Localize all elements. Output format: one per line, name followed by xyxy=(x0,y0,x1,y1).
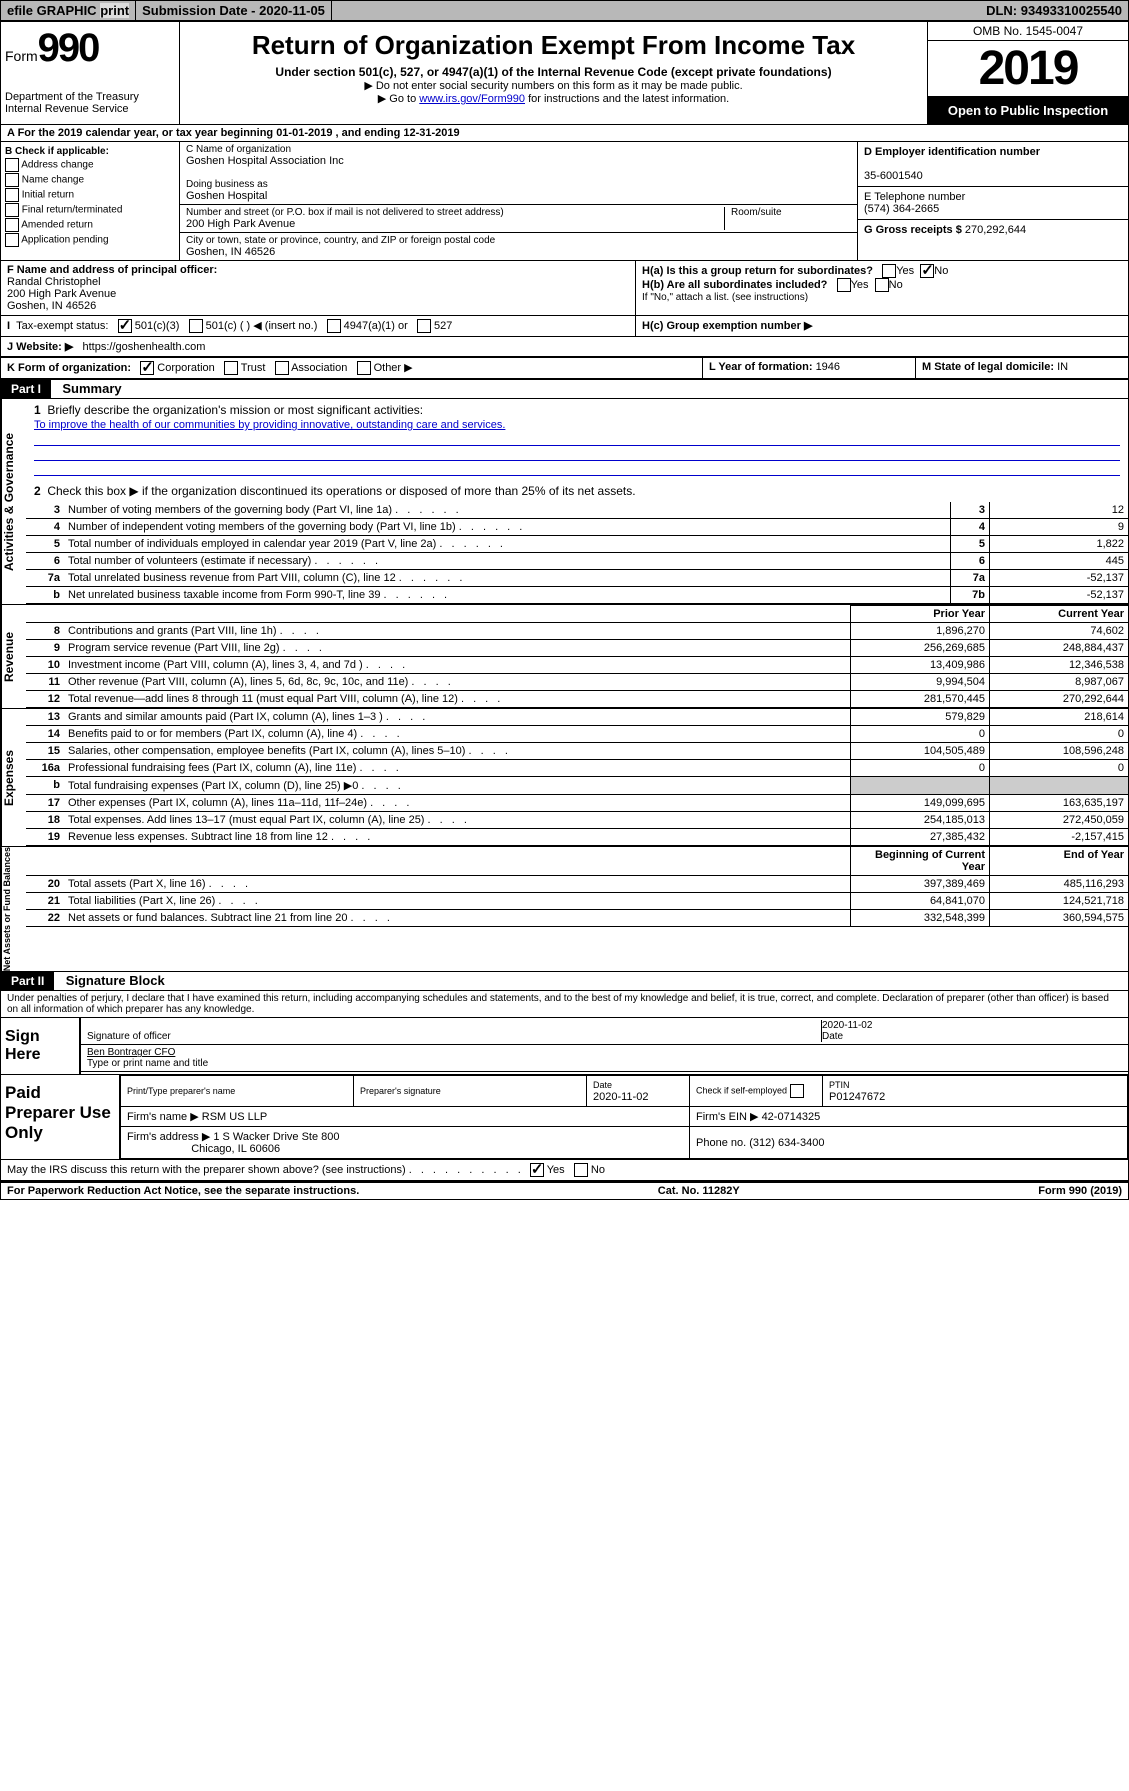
row-l: L Year of formation: 1946 xyxy=(702,358,915,378)
address-change-checkbox[interactable] xyxy=(5,158,19,172)
summary-row: 17Other expenses (Part IX, column (A), l… xyxy=(26,795,1128,812)
row-hc: H(c) Group exemption number ▶ xyxy=(636,316,1128,336)
part1-badge: Part I xyxy=(1,380,51,398)
part2-title: Signature Block xyxy=(58,971,173,990)
sign-here-label: Sign Here xyxy=(1,1018,79,1074)
summary-row: 12Total revenue—add lines 8 through 11 (… xyxy=(26,691,1128,708)
form-990: Form990 Department of the Treasury Inter… xyxy=(0,21,1129,1200)
summary-row: 19Revenue less expenses. Subtract line 1… xyxy=(26,829,1128,846)
top-bar: efile GRAPHIC print Submission Date - 20… xyxy=(0,0,1129,21)
row-m: M State of legal domicile: IN xyxy=(915,358,1128,378)
header-left: Form990 Department of the Treasury Inter… xyxy=(1,22,180,124)
hb-no-checkbox[interactable] xyxy=(875,278,889,292)
501c-checkbox[interactable] xyxy=(189,319,203,333)
self-employed-checkbox[interactable] xyxy=(790,1084,804,1098)
name-change-checkbox[interactable] xyxy=(5,173,19,187)
trust-checkbox[interactable] xyxy=(224,361,238,375)
ha-yes-checkbox[interactable] xyxy=(882,264,896,278)
part2-badge: Part II xyxy=(1,972,54,990)
summary-row: 16aProfessional fundraising fees (Part I… xyxy=(26,760,1128,777)
summary-row: 20Total assets (Part X, line 16) . . . .… xyxy=(26,876,1128,893)
discuss-yes-checkbox[interactable] xyxy=(530,1163,544,1177)
corp-checkbox[interactable] xyxy=(140,361,154,375)
summary-row: 9Program service revenue (Part VIII, lin… xyxy=(26,640,1128,657)
summary-row: 3Number of voting members of the governi… xyxy=(26,502,1128,519)
initial-return-checkbox[interactable] xyxy=(5,188,19,202)
summary-row: bTotal fundraising expenses (Part IX, co… xyxy=(26,777,1128,795)
summary-row: 15Salaries, other compensation, employee… xyxy=(26,743,1128,760)
501c3-checkbox[interactable] xyxy=(118,319,132,333)
4947-checkbox[interactable] xyxy=(327,319,341,333)
summary-row: 6Total number of volunteers (estimate if… xyxy=(26,553,1128,570)
application-pending-checkbox[interactable] xyxy=(5,233,19,247)
row-i: I Tax-exempt status: 501(c)(3) 501(c) ( … xyxy=(1,316,636,336)
amended-return-checkbox[interactable] xyxy=(5,218,19,232)
summary-row: 21Total liabilities (Part X, line 26) . … xyxy=(26,893,1128,910)
instructions-link[interactable]: www.irs.gov/Form990 xyxy=(419,93,525,105)
header-title: Return of Organization Exempt From Incom… xyxy=(180,22,927,124)
summary-row: 7aTotal unrelated business revenue from … xyxy=(26,570,1128,587)
summary-row: 14Benefits paid to or for members (Part … xyxy=(26,726,1128,743)
summary-row: bNet unrelated business taxable income f… xyxy=(26,587,1128,604)
col-c: C Name of organizationGoshen Hospital As… xyxy=(180,142,857,260)
vlabel-expenses: Expenses xyxy=(1,709,26,846)
vlabel-revenue: Revenue xyxy=(1,605,26,708)
summary-row: 4Number of independent voting members of… xyxy=(26,519,1128,536)
assoc-checkbox[interactable] xyxy=(275,361,289,375)
summary-row: 11Other revenue (Part VIII, column (A), … xyxy=(26,674,1128,691)
mission-text: To improve the health of our communities… xyxy=(34,419,505,431)
print-button[interactable]: print xyxy=(100,3,129,18)
submission-date: Submission Date - 2020-11-05 xyxy=(136,1,332,20)
final-return-checkbox[interactable] xyxy=(5,203,19,217)
summary-row: 10Investment income (Part VIII, column (… xyxy=(26,657,1128,674)
summary-row: 8Contributions and grants (Part VIII, li… xyxy=(26,623,1128,640)
vlabel-netassets: Net Assets or Fund Balances xyxy=(1,847,26,971)
summary-row: 5Total number of individuals employed in… xyxy=(26,536,1128,553)
vlabel-governance: Activities & Governance xyxy=(1,399,26,604)
row-a: A For the 2019 calendar year, or tax yea… xyxy=(1,125,1128,142)
row-k: K Form of organization: Corporation Trus… xyxy=(1,358,702,378)
part1-title: Summary xyxy=(54,379,129,398)
summary-row: 22Net assets or fund balances. Subtract … xyxy=(26,910,1128,927)
summary-row: 13Grants and similar amounts paid (Part … xyxy=(26,709,1128,726)
other-checkbox[interactable] xyxy=(357,361,371,375)
527-checkbox[interactable] xyxy=(417,319,431,333)
summary-row: 18Total expenses. Add lines 13–17 (must … xyxy=(26,812,1128,829)
efile-label: efile GRAPHIC print xyxy=(1,1,136,20)
header-right: OMB No. 1545-0047 2019 Open to Public In… xyxy=(927,22,1128,124)
discuss-no-checkbox[interactable] xyxy=(574,1163,588,1177)
website-link[interactable]: https://goshenhealth.com xyxy=(83,341,206,353)
page-title: Return of Organization Exempt From Incom… xyxy=(184,30,923,61)
paid-preparer-label: Paid Preparer Use Only xyxy=(1,1075,120,1159)
footer: For Paperwork Reduction Act Notice, see … xyxy=(1,1182,1128,1199)
ha-no-checkbox[interactable] xyxy=(920,264,934,278)
col-b: B Check if applicable: Address change Na… xyxy=(1,142,180,260)
discuss-row: May the IRS discuss this return with the… xyxy=(1,1160,1128,1182)
hb-yes-checkbox[interactable] xyxy=(837,278,851,292)
perjury-text: Under penalties of perjury, I declare th… xyxy=(1,991,1128,1018)
col-d: D Employer identification number35-60015… xyxy=(857,142,1128,260)
row-f: F Name and address of principal officer:… xyxy=(1,261,636,315)
row-h: H(a) Is this a group return for subordin… xyxy=(636,261,1128,315)
dln: DLN: 93493310025540 xyxy=(980,1,1128,20)
